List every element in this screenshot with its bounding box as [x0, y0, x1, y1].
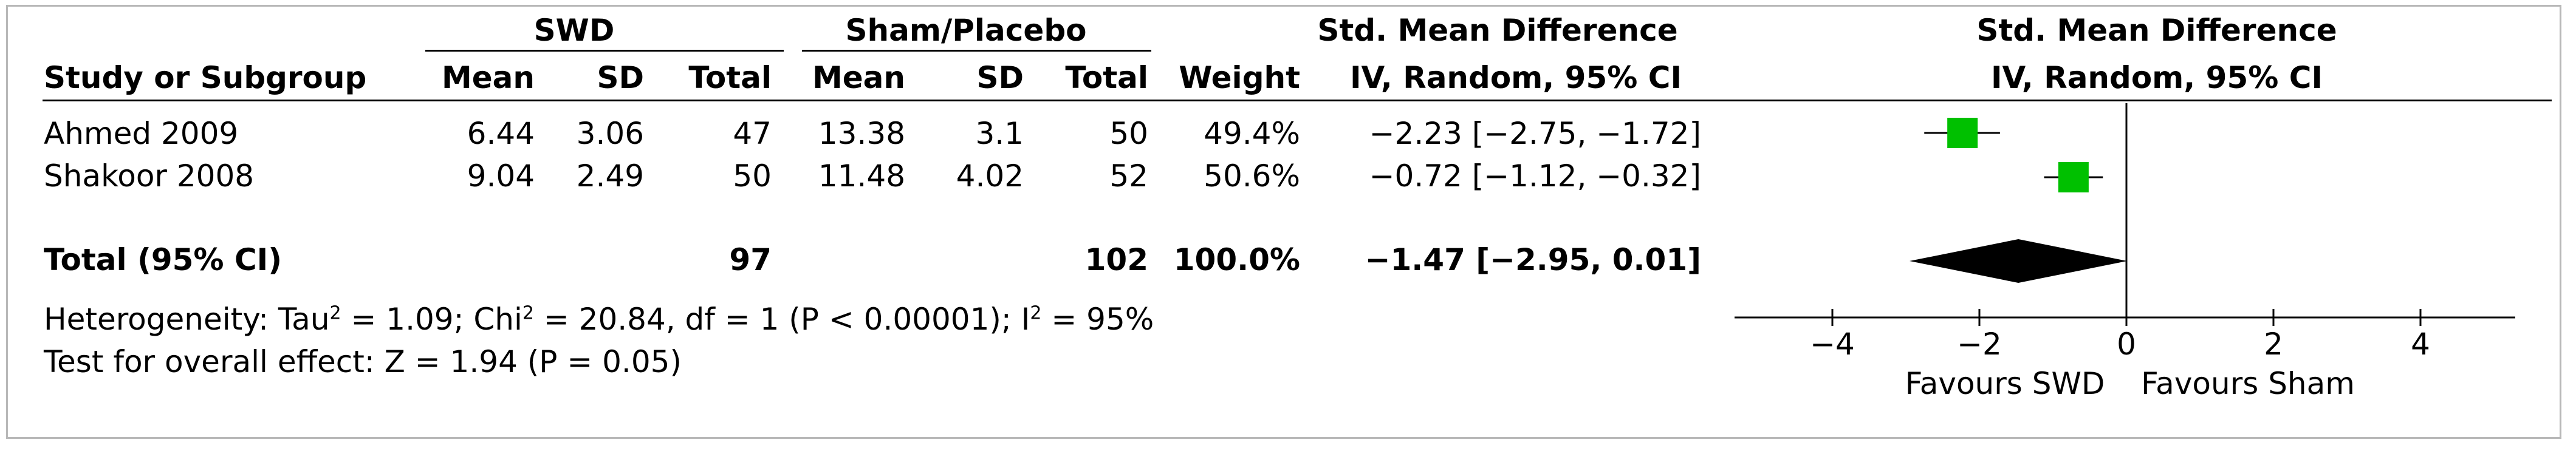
shakoor-total1: 50 — [733, 158, 772, 194]
x-tick-label-3: 2 — [2264, 327, 2283, 362]
shakoor-mean1: 9.04 — [467, 158, 535, 194]
smd-header: Std. Mean Difference — [1317, 13, 1678, 48]
group1-header: SWD — [533, 13, 615, 48]
heterogeneity-text: Heterogeneity: Tau2 = 1.09; Chi2 = 20.84… — [44, 302, 1154, 337]
ahmed-total2: 50 — [1109, 116, 1148, 151]
favours-right-label: Favours Sham — [2141, 366, 2355, 401]
method-header: IV, Random, 95% CI — [1349, 60, 1682, 95]
sd2-header: SD — [976, 60, 1024, 95]
group2-header: Sham/Placebo — [845, 13, 1087, 48]
overall-effect-text: Test for overall effect: Z = 1.94 (P = 0… — [44, 344, 682, 379]
shakoor-weight: 50.6% — [1204, 158, 1300, 194]
shakoor-sd2: 4.02 — [956, 158, 1024, 194]
shakoor-sd1: 2.49 — [576, 158, 644, 194]
plot-header: Std. Mean Difference — [1976, 13, 2337, 48]
total-weight: 100.0% — [1173, 242, 1300, 277]
plot-method-header: IV, Random, 95% CI — [1990, 60, 2323, 95]
shakoor-ci: −0.72 [−1.12, −0.32] — [1369, 158, 1701, 194]
ahmed-weight: 49.4% — [1204, 116, 1300, 151]
study-name-ahmed: Ahmed 2009 — [44, 116, 239, 151]
study-column-header: Study or Subgroup — [44, 60, 367, 95]
favours-left-label: Favours SWD — [1905, 366, 2105, 401]
total1-header: Total — [688, 60, 772, 95]
shakoor-mean2: 11.48 — [818, 158, 905, 194]
x-tick-label-4: 4 — [2411, 327, 2430, 362]
weight-header: Weight — [1179, 60, 1300, 95]
total-label: Total (95% CI) — [44, 242, 283, 277]
x-tick-label-1: −2 — [1957, 327, 2002, 362]
forest-plot-frame — [6, 5, 2561, 439]
study-marker-1 — [2058, 162, 2089, 192]
total-ci: −1.47 [−2.95, 0.01] — [1365, 242, 1701, 277]
group2-rule — [802, 50, 1151, 52]
x-tick-label-2: 0 — [2117, 327, 2136, 362]
header-bottom-rule — [43, 100, 2552, 101]
shakoor-total2: 52 — [1109, 158, 1148, 194]
ahmed-total1: 47 — [733, 116, 772, 151]
ahmed-ci: −2.23 [−2.75, −1.72] — [1369, 116, 1701, 151]
x-tick-label-0: −4 — [1810, 327, 1855, 362]
sd1-header: SD — [597, 60, 644, 95]
total-n2: 102 — [1084, 242, 1148, 277]
total-n1: 97 — [729, 242, 772, 277]
total2-header: Total — [1065, 60, 1148, 95]
ahmed-mean1: 6.44 — [467, 116, 535, 151]
group1-rule — [425, 50, 784, 52]
study-name-shakoor: Shakoor 2008 — [44, 158, 255, 194]
mean1-header: Mean — [441, 60, 535, 95]
study-marker-0 — [1947, 118, 1978, 148]
pooled-diamond — [1910, 239, 2128, 283]
ahmed-mean2: 13.38 — [818, 116, 905, 151]
ahmed-sd1: 3.06 — [576, 116, 644, 151]
ahmed-sd2: 3.1 — [975, 116, 1024, 151]
mean2-header: Mean — [812, 60, 905, 95]
